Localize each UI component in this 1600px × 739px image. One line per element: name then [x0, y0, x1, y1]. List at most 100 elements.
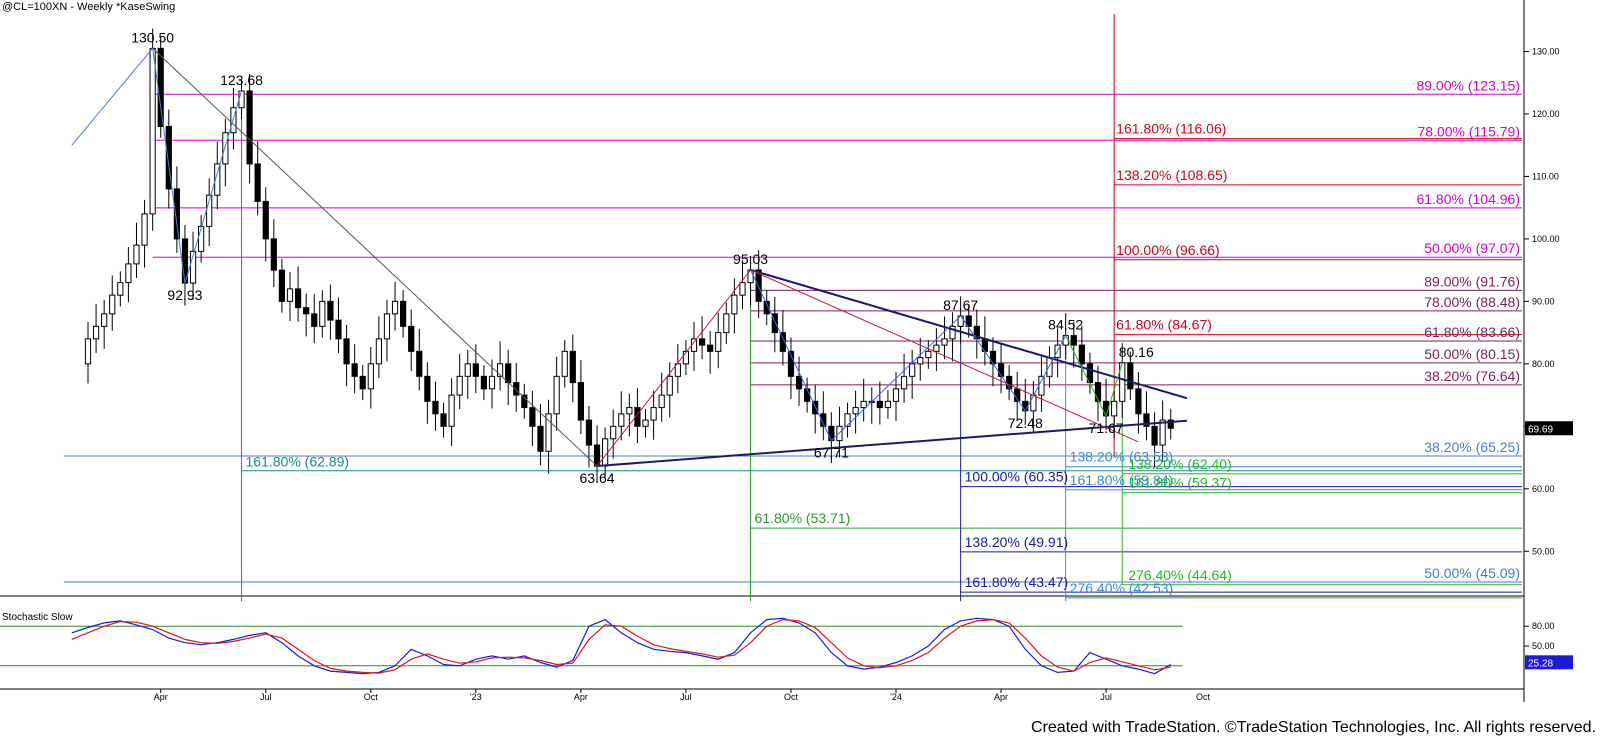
candle-body [1135, 388, 1142, 415]
candle-body [165, 125, 172, 190]
candle-body [278, 269, 286, 302]
candle-body [173, 188, 180, 240]
candle-body [860, 400, 867, 409]
candle-body [1111, 400, 1118, 417]
candle-body [488, 375, 496, 390]
candle-body [270, 238, 277, 271]
x-tick-label: Jul [1100, 692, 1112, 702]
swing-point-label: 92.93 [167, 287, 202, 303]
candle-body [900, 375, 908, 390]
candle-body [1046, 357, 1053, 377]
candle-body [892, 388, 900, 402]
candle-body [642, 419, 649, 427]
candle-body [917, 357, 924, 365]
candle-body [472, 363, 479, 377]
candle-body [1078, 344, 1085, 365]
candle-body [989, 350, 997, 365]
candle-body [1159, 419, 1166, 446]
fib-level-label: 61.80% (84.67) [1116, 317, 1212, 333]
candle-body [351, 363, 358, 377]
x-tick-label: '24 [890, 692, 902, 702]
candle-body [375, 338, 382, 365]
candle-body [400, 300, 407, 327]
trend-line [71, 48, 154, 146]
candle-body [949, 325, 956, 340]
price-chart-panel[interactable]: 50.0060.0070.0080.0090.00100.00110.00120… [0, 0, 1573, 702]
fib-level-label: 276.40% (42.53) [1070, 580, 1174, 596]
stoch-tick-label: 80.00 [1532, 621, 1555, 631]
fib-level-label: 89.00% (123.15) [1416, 77, 1520, 93]
chart-symbol-label: @CL=100XN - Weekly *KaseSwing [2, 1, 176, 13]
candle-body [1038, 375, 1045, 396]
candle-body [480, 375, 488, 390]
candle-body [553, 375, 560, 415]
fib-level-label: 61.80% (83.66) [1424, 324, 1520, 340]
candle-body [852, 407, 859, 415]
candle-body [707, 344, 714, 352]
fib-level-label: 100.00% (96.66) [1116, 242, 1220, 258]
candle-body [933, 344, 940, 352]
x-tick-label: Apr [574, 692, 588, 702]
y-tick-label: 80.00 [1532, 359, 1555, 369]
x-tick-label: Oct [784, 692, 799, 702]
stochastic-line [71, 618, 1171, 674]
trend-line [596, 269, 751, 467]
fib-level-label: 138.20% (62.40) [1128, 456, 1232, 472]
candle-body [1094, 382, 1102, 402]
candle-body [820, 413, 827, 427]
fib-level-label: 61.80% (53.71) [755, 510, 851, 526]
candle-body [610, 425, 617, 440]
fib-level-label: 276.40% (44.64) [1128, 567, 1232, 583]
candle-body [391, 300, 399, 315]
candle-body [666, 375, 673, 396]
candle-body [618, 413, 625, 427]
fib-level-label: 161.80% (59.84) [1070, 472, 1174, 488]
trend-line [1105, 362, 1123, 417]
stochastic-line [71, 617, 1171, 675]
candle-body [1022, 400, 1029, 412]
candle-body [521, 394, 528, 409]
last-price-badge [1525, 421, 1573, 436]
candle-body [941, 338, 948, 346]
candle-body [1167, 419, 1174, 429]
candle-body [1062, 335, 1069, 346]
candle-body [214, 163, 221, 196]
x-tick-label: Jul [680, 692, 692, 702]
candle-body [133, 244, 140, 265]
candle-body [149, 47, 156, 215]
fib-level-label: 89.00% (91.76) [1424, 273, 1520, 289]
candle-body [513, 382, 520, 396]
swing-point-label: 67.71 [814, 445, 849, 461]
candle-body [698, 338, 706, 346]
fib-level-label: 161.80% (43.47) [965, 574, 1069, 590]
candle-body [650, 407, 657, 421]
candle-body [254, 163, 261, 202]
candle-body [682, 350, 690, 365]
swing-point-label: 123.68 [220, 72, 263, 88]
x-tick-label: Apr [994, 692, 1008, 702]
trend-line [152, 48, 186, 284]
candle-body [230, 107, 237, 134]
y-tick-label: 60.00 [1532, 484, 1555, 494]
candle-body [755, 269, 762, 302]
trend-line [960, 315, 1026, 412]
fib-level-label: 138.20% (63.53) [1070, 449, 1174, 465]
footer-credit: Created with TradeStation. ©TradeStation… [1031, 719, 1596, 736]
candle-body [189, 250, 197, 284]
candle-body [416, 350, 423, 377]
candle-body [723, 313, 730, 334]
candle-body [1151, 425, 1158, 446]
trend-line [750, 268, 1188, 400]
candle-body [779, 332, 786, 352]
fib-level-label: 161.80% (62.89) [246, 454, 350, 470]
stoch-last-badge [1525, 655, 1573, 670]
fib-level-label: 138.20% (108.65) [1116, 167, 1227, 183]
fib-level-label: 50.00% (97.07) [1424, 240, 1520, 256]
candle-body [238, 90, 245, 109]
x-tick-label: Oct [364, 692, 379, 702]
swing-point-label: 72.48 [1008, 415, 1043, 431]
x-tick-label: '23 [470, 692, 482, 702]
fib-level-label: 161.80% (59.37) [1128, 475, 1232, 491]
stochastic-panel[interactable]: Apr Jul Oct '23 Apr Jul Oct '24 Apr Jul Oct 80.00 50… [0, 617, 1573, 702]
